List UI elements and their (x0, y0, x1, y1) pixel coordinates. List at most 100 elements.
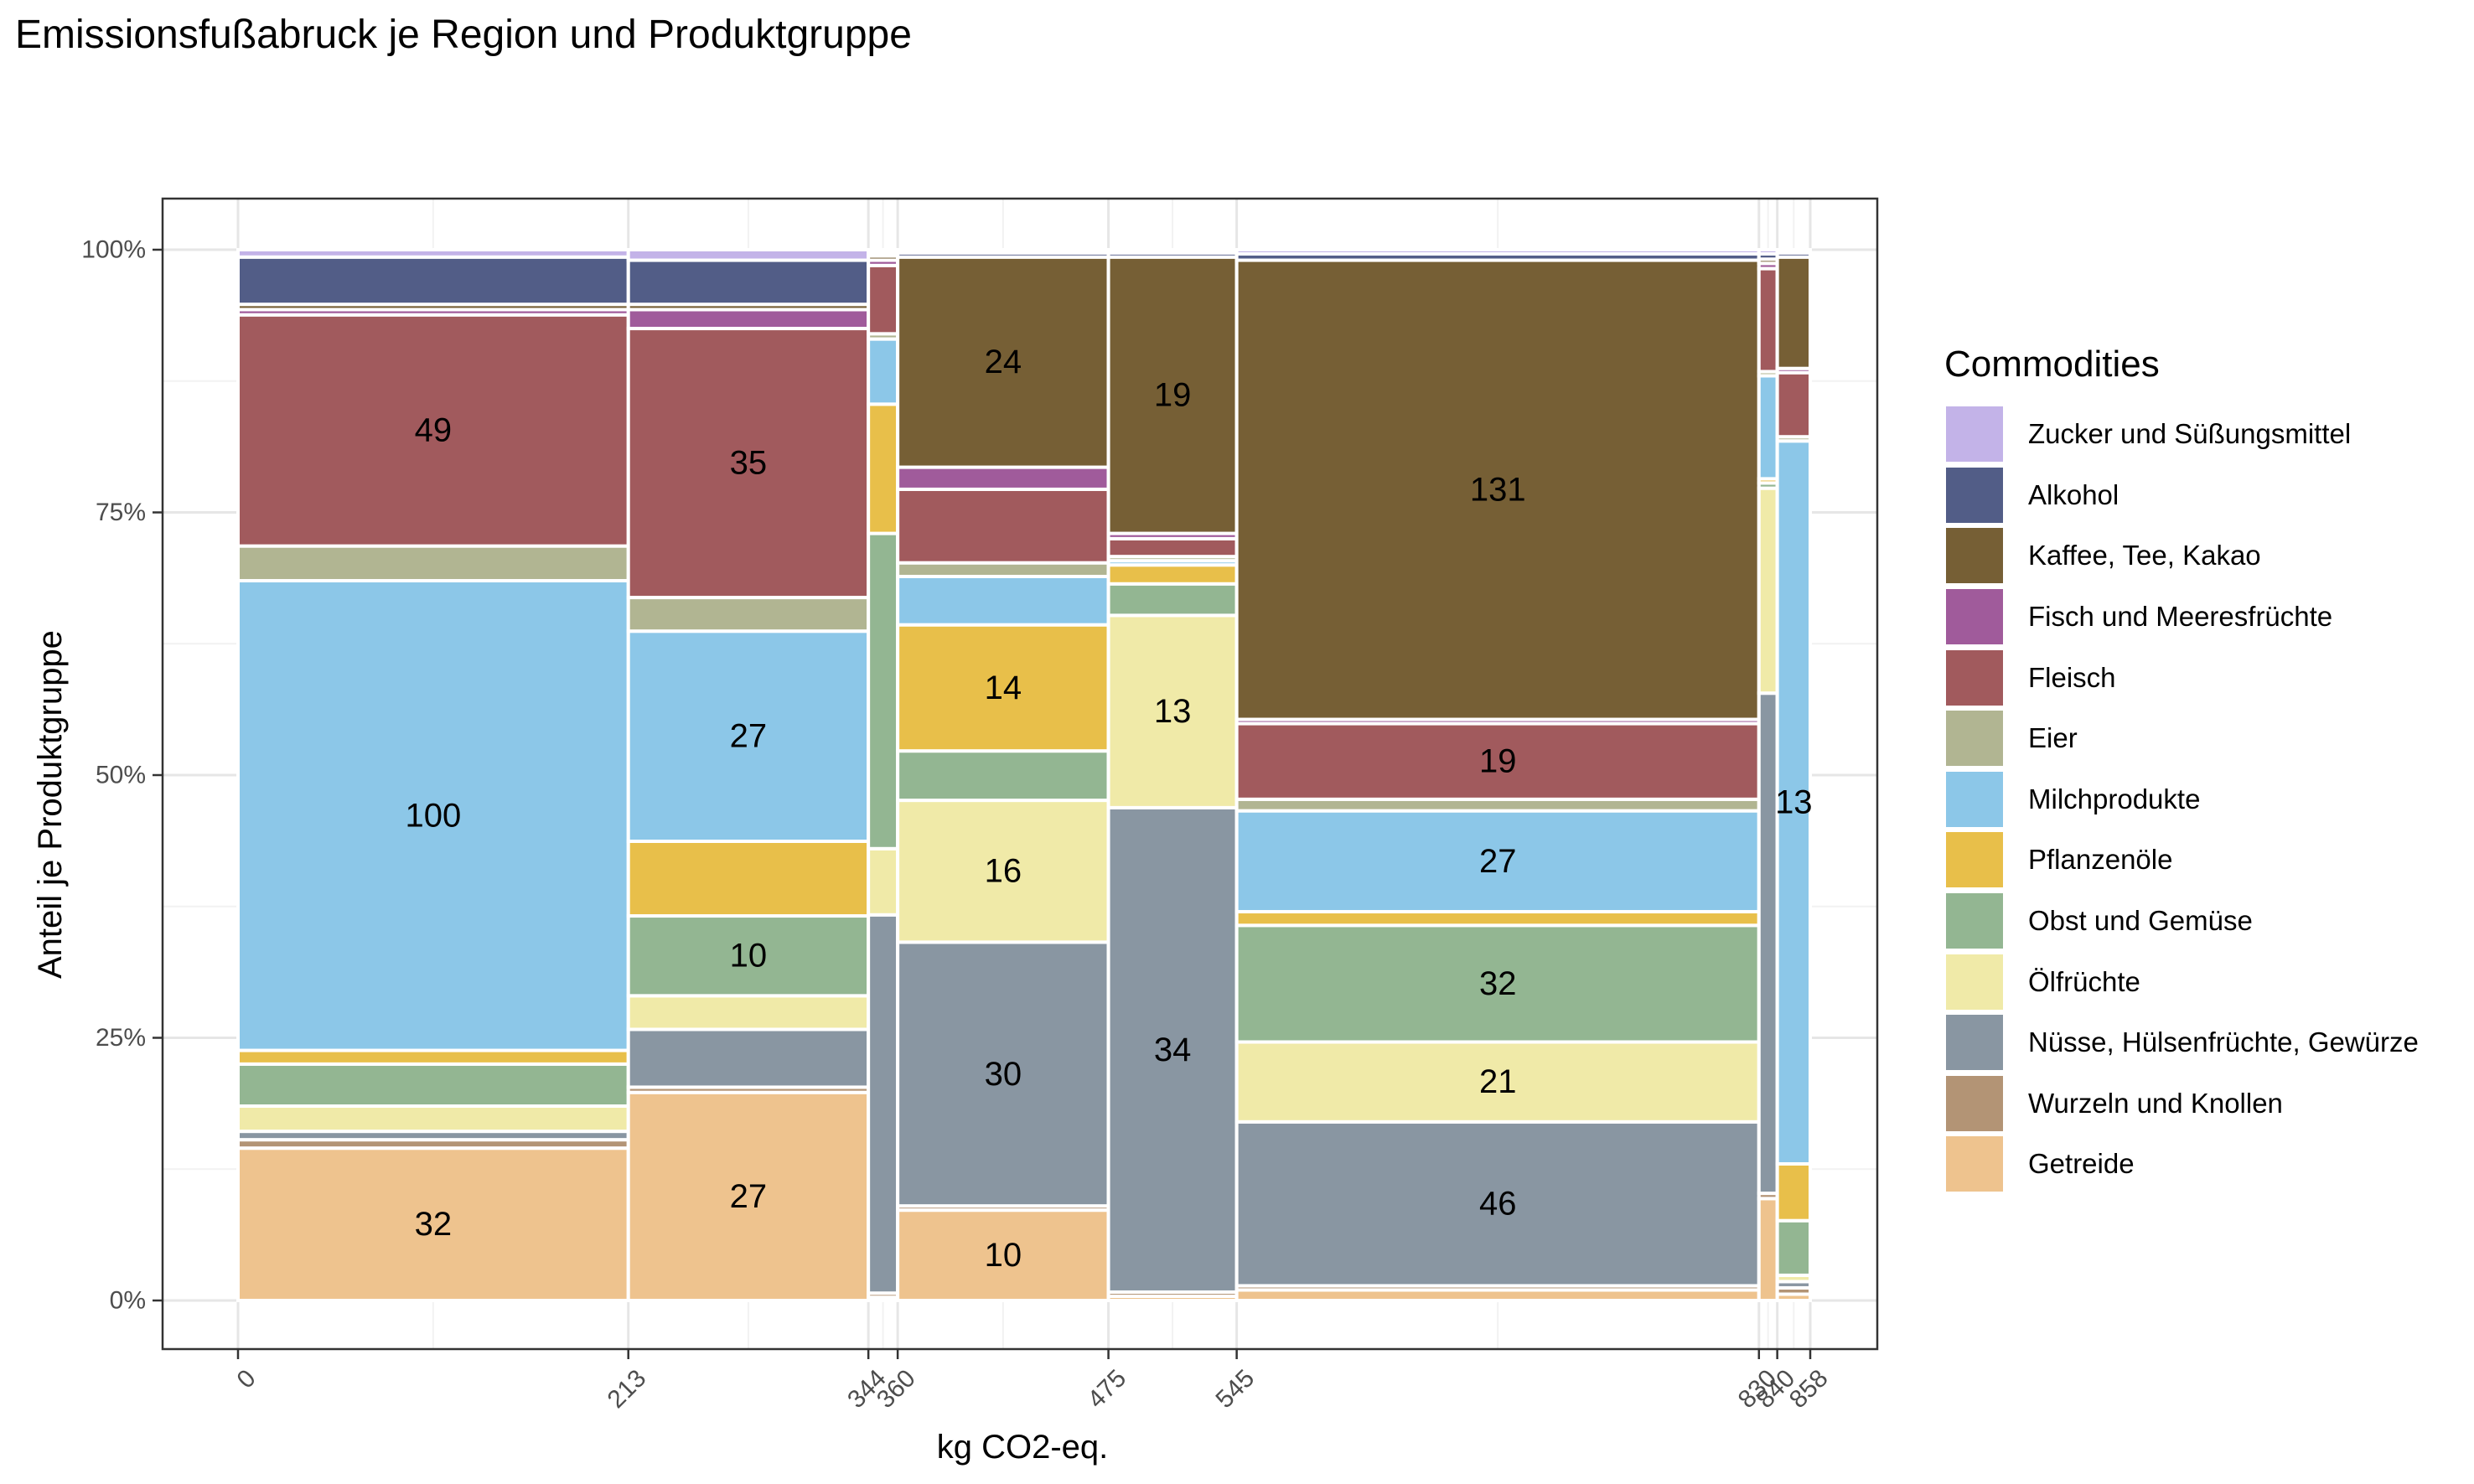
mosaic-tile (1106, 248, 1239, 255)
data-label: 32 (1479, 965, 1517, 1002)
legend-item: Fisch und Meeresfrüchte (1944, 587, 2419, 648)
data-label: 19 (1479, 743, 1517, 780)
data-label: 30 (985, 1056, 1022, 1093)
legend-label: Fisch und Meeresfrüchte (2028, 601, 2333, 633)
mosaic-tile (867, 248, 900, 255)
data-label: 35 (730, 445, 768, 482)
y-tick-label: 100% (81, 236, 146, 264)
legend-item: Zucker und Süßungsmittel (1944, 404, 2419, 465)
mosaic-tile (1775, 439, 1812, 1166)
mosaic-tile (1775, 370, 1812, 439)
legend-label: Pflanzenöle (2028, 844, 2173, 876)
mosaic-tile (626, 1090, 871, 1303)
x-tick-label: 0 (232, 1364, 261, 1394)
plot-border (161, 197, 1879, 1351)
mosaic-tile (1234, 910, 1761, 928)
mosaic-tile (236, 544, 630, 583)
legend-item: Kaffee, Tee, Kakao (1944, 525, 2419, 587)
mosaic-tile (867, 263, 900, 336)
legend-key (1944, 587, 2005, 647)
legend-label: Zucker und Süßungsmittel (2028, 418, 2352, 450)
legend-label: Kaffee, Tee, Kakao (2028, 540, 2261, 571)
data-label: 131 (1470, 472, 1526, 509)
legend-key (1944, 1013, 2005, 1073)
mosaic-tile (1757, 486, 1779, 695)
mosaic-tile (626, 258, 871, 307)
legend-key (1944, 526, 2005, 586)
legend-label: Milchprodukte (2028, 783, 2201, 814)
data-label: 21 (1479, 1063, 1517, 1100)
data-label: 27 (730, 718, 768, 755)
mosaic-tile (896, 561, 1110, 578)
mosaic-tile (236, 255, 630, 307)
mosaic-tile (896, 799, 1110, 944)
mosaic-tile (626, 596, 871, 633)
mosaic-tile (1234, 258, 1761, 721)
legend: Commodities Zucker und Süßungsmittel Alko… (1944, 344, 2419, 1195)
x-axis-label: kg CO2-eq. (936, 1429, 1109, 1466)
legend-label: Obst und Gemüse (2028, 905, 2253, 937)
y-tick-label: 50% (96, 762, 146, 789)
legend-key (1944, 648, 2005, 707)
legend-item: Alkohol (1944, 465, 2419, 526)
x-tick-label: 545 (1211, 1364, 1260, 1414)
mosaic-tile (626, 248, 871, 262)
legend-item: Nüsse, Hülsenfrüchte, Gewürze (1944, 1012, 2419, 1073)
mosaic-tile (867, 337, 900, 406)
legend-title: Commodities (1944, 344, 2160, 385)
data-label: 10 (730, 938, 768, 975)
mosaic-tile (896, 749, 1110, 803)
mosaic-tile (236, 248, 630, 259)
mosaic-tile (626, 840, 871, 918)
data-label: 14 (985, 670, 1022, 706)
data-label: 10 (985, 1237, 1022, 1274)
mosaic-tile (236, 579, 630, 1052)
x-tick-label: 858 (1784, 1364, 1834, 1414)
mosaic-tile (1234, 797, 1761, 813)
legend-label: Alkohol (2028, 478, 2119, 510)
y-tick-label: 0% (110, 1287, 146, 1315)
mosaic-tile (896, 574, 1110, 627)
legend-item: Obst und Gemüse (1944, 891, 2419, 952)
mosaic-tile (1106, 563, 1239, 586)
mosaic-tile (896, 248, 1110, 255)
mosaic-tile (867, 402, 900, 535)
mosaic-tile (1234, 923, 1761, 1044)
mosaic-tile (236, 1104, 630, 1134)
data-label: 32 (415, 1206, 453, 1243)
mosaic-tile (1775, 1218, 1812, 1277)
data-label: 19 (1154, 377, 1192, 414)
legend-item: Ölfrüchte (1944, 951, 2419, 1012)
mosaic-tile (896, 465, 1110, 491)
legend-key (1944, 1073, 2005, 1133)
mosaic-tile (1106, 613, 1239, 809)
mosaic-tile (1775, 1161, 1812, 1223)
mosaic-tile (1106, 255, 1239, 535)
legend-label: Wurzeln und Knollen (2028, 1087, 2283, 1119)
mosaic-tile (896, 487, 1110, 565)
mosaic-tile (236, 313, 630, 548)
y-axis-label: Anteil je Produktgruppe (32, 630, 69, 979)
mosaic-tile (1106, 582, 1239, 618)
mosaic-tile (236, 1146, 630, 1303)
data-label: 27 (730, 1178, 768, 1215)
mosaic-tile (867, 531, 900, 851)
mosaic-tile (1757, 691, 1779, 1196)
mosaic-tile (1757, 374, 1779, 481)
mosaic-tile (867, 913, 900, 1295)
mosaic-tile (1234, 809, 1761, 914)
legend-key (1944, 892, 2005, 951)
mosaic-tile (1775, 248, 1812, 255)
y-tick-label: 25% (96, 1024, 146, 1052)
mosaic-tile (1234, 248, 1761, 256)
legend-label: Nüsse, Hülsenfrüchte, Gewürze (2028, 1026, 2419, 1058)
data-label: 27 (1479, 843, 1517, 880)
legend-key (1944, 830, 2005, 890)
mosaic-tile (1757, 248, 1779, 256)
data-label: 13 (1154, 693, 1192, 730)
data-label: 100 (405, 797, 461, 834)
mosaic-tile (236, 1062, 630, 1109)
data-label: 46 (1479, 1186, 1517, 1223)
mosaic-tile (236, 1048, 630, 1066)
